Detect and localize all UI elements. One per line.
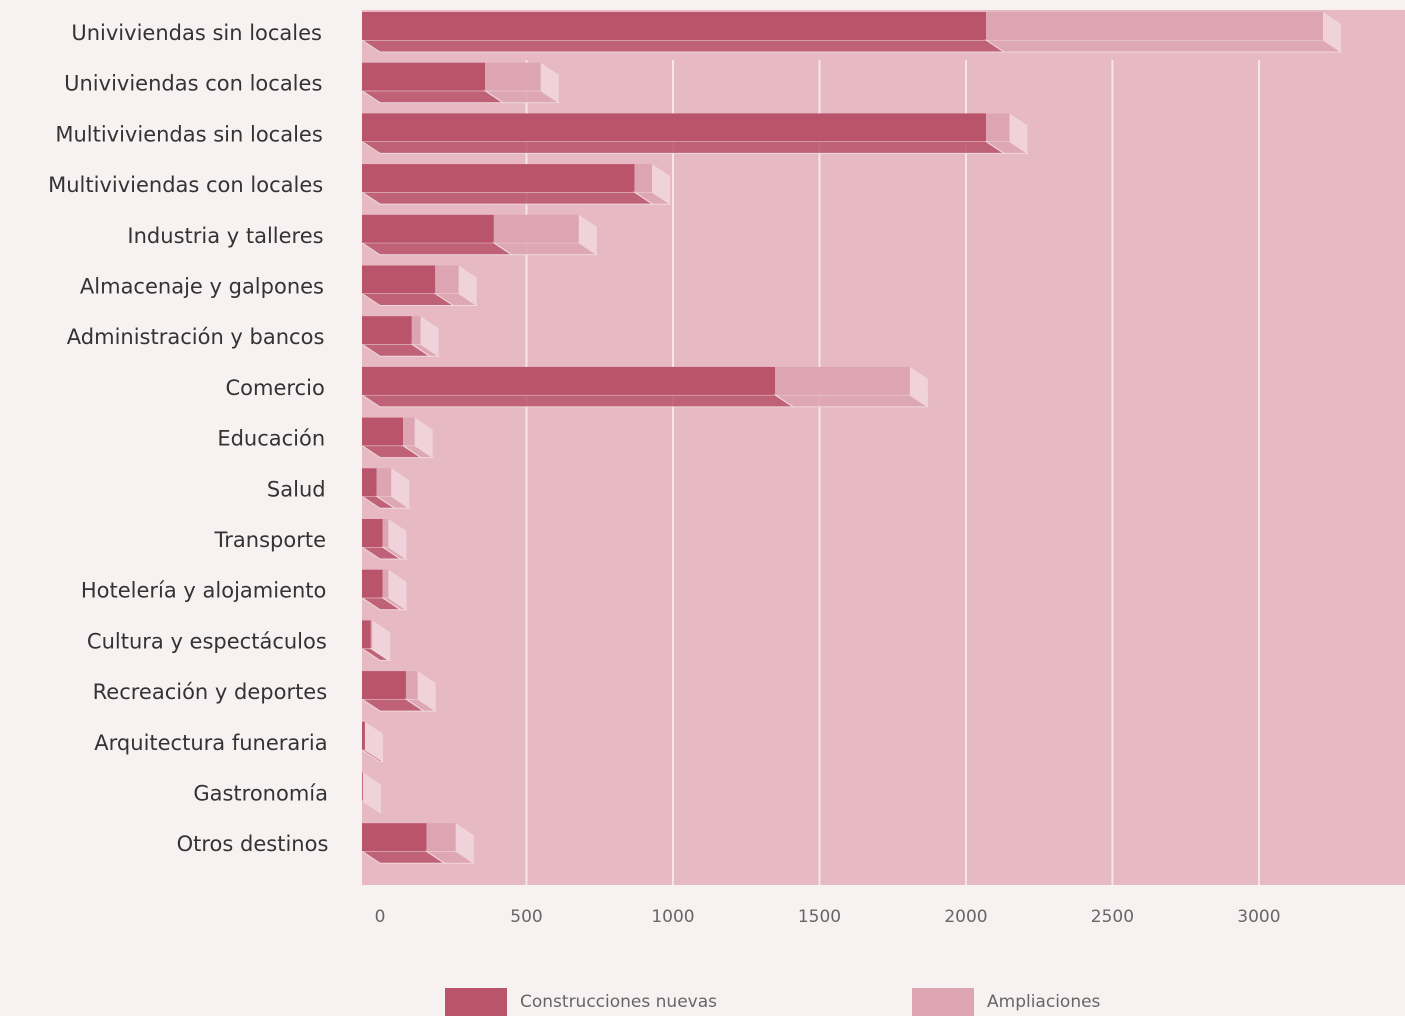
y-tick-label: Univiviendas sin locales — [71, 21, 322, 45]
bar-depth — [492, 242, 599, 256]
y-tick-label: Otros destinos — [177, 832, 329, 856]
bar-end — [414, 417, 433, 458]
bar-end — [388, 569, 407, 610]
bar — [775, 366, 910, 395]
y-tick-label: Multiviviendas sin locales — [55, 122, 322, 146]
y-tick-label: Educación — [217, 427, 325, 451]
bar — [362, 366, 776, 395]
x-tick-label: 0 — [375, 907, 386, 927]
x-tick-label: 2000 — [944, 907, 987, 927]
bar — [362, 823, 427, 852]
legend-swatch — [445, 988, 507, 1016]
bar-end — [420, 316, 439, 357]
bar — [370, 620, 373, 649]
bar-end — [362, 772, 381, 813]
legend-label: Construcciones nuevas — [520, 992, 717, 1012]
y-tick-label: Univiviendas con locales — [64, 72, 322, 96]
y-tick-label: Arquitectura funeraria — [94, 731, 327, 755]
bar-depth — [360, 140, 1006, 154]
bar — [362, 417, 404, 446]
bar-end — [652, 164, 671, 205]
x-tick-label: 2500 — [1091, 907, 1134, 927]
y-tick-label: Almacenaje y galpones — [80, 275, 324, 299]
bar — [485, 62, 541, 91]
bar — [403, 417, 415, 446]
bar — [426, 823, 456, 852]
bar-depth — [360, 90, 505, 104]
y-tick-label: Administración y bancos — [67, 325, 325, 349]
bar — [411, 316, 421, 345]
bar-depth — [360, 394, 795, 408]
bar — [362, 519, 383, 547]
bar-end — [1009, 113, 1028, 154]
bar — [362, 772, 363, 801]
bar — [382, 519, 389, 547]
bar — [362, 12, 987, 40]
bar-depth — [984, 39, 1343, 53]
x-tick-label: 1500 — [798, 907, 841, 927]
bar — [362, 265, 436, 294]
y-tick-label: Recreación y deportes — [93, 680, 328, 704]
y-tick-label: Gastronomía — [193, 782, 328, 806]
bar — [362, 721, 365, 750]
bar-end — [540, 62, 559, 103]
bar — [435, 265, 459, 294]
bar — [362, 671, 406, 700]
bar — [362, 468, 377, 497]
bar — [362, 62, 486, 91]
bar-end — [1322, 12, 1341, 52]
y-tick-label: Transporte — [214, 528, 326, 552]
bar — [362, 569, 383, 598]
bar-depth — [360, 191, 655, 205]
bar-depth — [360, 242, 514, 256]
plot-background — [362, 10, 1405, 885]
bar — [362, 113, 987, 142]
bar-depth — [773, 394, 930, 408]
bar — [362, 316, 412, 345]
bar-end — [909, 366, 928, 407]
bar — [405, 671, 418, 700]
bar — [362, 620, 371, 649]
y-tick-label: Comercio — [226, 376, 325, 400]
bar — [362, 214, 494, 243]
bar-end — [578, 214, 597, 255]
bar — [634, 164, 653, 193]
bar — [362, 164, 635, 193]
bar — [493, 214, 579, 243]
bar-end — [364, 721, 383, 762]
x-tick-label: 500 — [510, 907, 542, 927]
y-tick-label: Cultura y espectáculos — [87, 629, 327, 653]
bar — [986, 113, 1010, 142]
bar-end — [388, 519, 407, 559]
y-tick-label: Hotelería y alojamiento — [81, 579, 327, 603]
bar — [382, 569, 389, 598]
y-tick-label: Multiviviendas con locales — [48, 173, 323, 197]
bar-end — [458, 265, 477, 306]
bar-depth — [360, 39, 1006, 53]
bar — [376, 468, 392, 497]
legend-label: Ampliaciones — [987, 992, 1101, 1012]
bar-end — [417, 671, 436, 712]
y-tick-label: Salud — [267, 477, 326, 501]
x-tick-label: 3000 — [1237, 907, 1280, 927]
bar-end — [455, 823, 474, 864]
bar-end — [391, 468, 410, 509]
bar — [986, 12, 1323, 40]
y-tick-label: Industria y talleres — [127, 224, 323, 248]
legend-swatch — [912, 988, 974, 1016]
x-tick-label: 1000 — [651, 907, 694, 927]
bar-end — [372, 620, 391, 661]
